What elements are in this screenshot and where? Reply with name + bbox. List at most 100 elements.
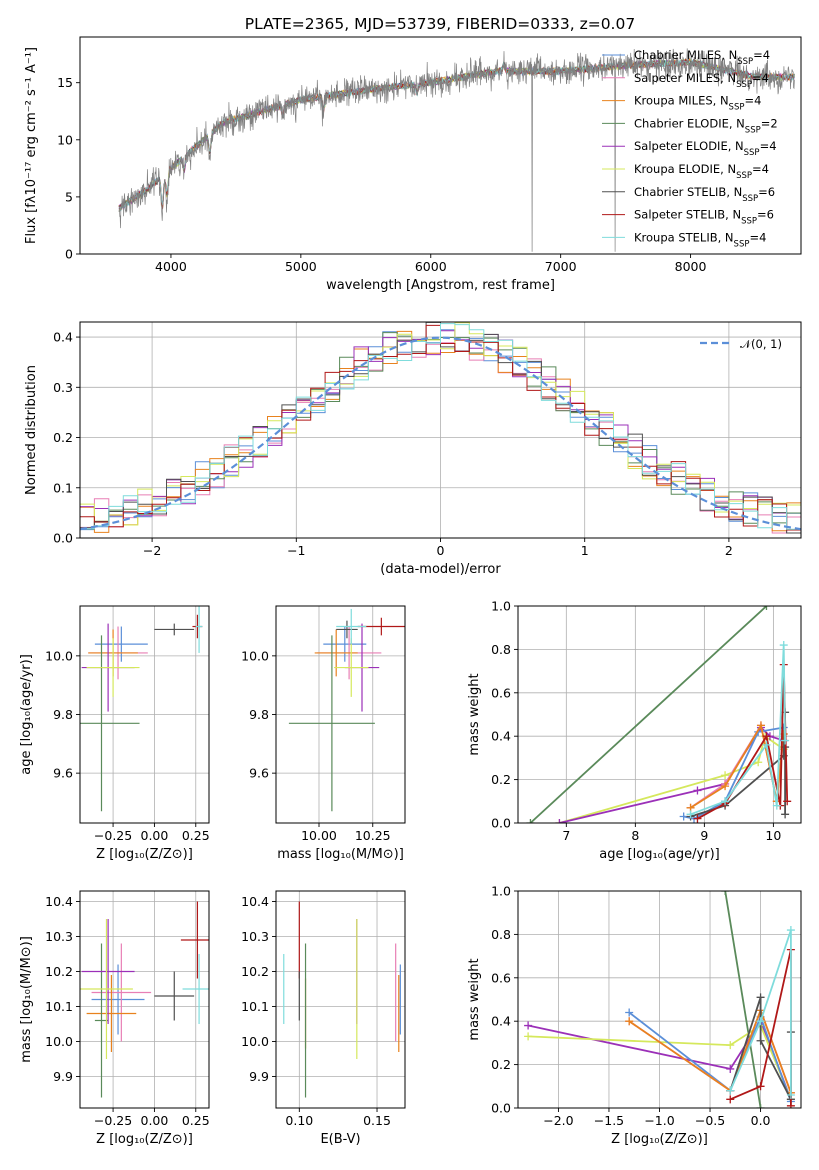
y-tick-label: 0.4 [491, 1014, 511, 1029]
series-marker [762, 606, 771, 610]
y-tick-label: 0.2 [491, 772, 511, 787]
series-marker [726, 1064, 735, 1073]
x-tick-label: 0.00 [141, 1113, 169, 1128]
y-tick-label: 0.2 [53, 430, 73, 445]
x-tick-label: −1.0 [644, 1113, 674, 1128]
ebv-mass-panel-plot-area [276, 891, 405, 1108]
series-marker [756, 1036, 765, 1045]
x-tick-label: 10 [765, 828, 781, 843]
x-tick-label: 1 [581, 543, 589, 558]
mass-age-panel-point-5 [334, 638, 369, 697]
mass-age-panel-point-3 [288, 635, 375, 812]
y-tick-label: 0.6 [491, 685, 511, 700]
series-line [628, 1007, 792, 1094]
age-weight-panel-series-chabrier_elodie [526, 606, 771, 823]
x-axis-label: wavelength [Angstrom, rest frame] [326, 278, 555, 293]
x-tick-label: 10.25 [355, 828, 391, 843]
series-marker [693, 786, 702, 795]
legend-entry-salpeter_elodie: Salpeter ELODIE, NSSP=4 [634, 139, 777, 158]
y-tick-label: 10.2 [45, 964, 73, 979]
series-line [729, 929, 792, 1095]
legend-entry-salpeter_miles: Salpeter MILES, NSSP=4 [634, 71, 769, 90]
series-marker [721, 771, 730, 780]
mass-age-panel-point-8 [336, 608, 367, 645]
x-tick-label: 6000 [415, 259, 447, 274]
series-line [528, 1024, 792, 1100]
normal-curve [80, 336, 801, 531]
y-tick-label: 10.0 [45, 648, 73, 663]
y-tick-label: 0.4 [491, 729, 511, 744]
series-marker [754, 758, 763, 767]
legend-entry-chabrier_elodie: Chabrier ELODIE, NSSP=2 [634, 116, 778, 135]
legend-entry-chabrier_miles: Chabrier MILES, NSSP=4 [634, 48, 770, 67]
y-tick-label: 10.4 [45, 894, 73, 909]
y-tick-label: 9.9 [53, 1069, 73, 1084]
ebv-mass-panel: 0.10 0.15 9.9 10.0 10.1 10.2 10.3 10.4 E(B-V) [241, 890, 406, 1147]
y-tick-label: 10.4 [241, 894, 269, 909]
z-weight-panel-series-kroupa_stelib [726, 926, 795, 1099]
z-mass-panel: −0.25 0.00 0.25 9.9 10.0 10.1 10.2 10.3 10.4 Z [l… [19, 890, 210, 1147]
residual-panel-plot-area [80, 322, 801, 538]
x-axis-label: Z [log₁₀(Z/Z⊙)] [96, 847, 193, 862]
x-axis-label: age [log₁₀(age/yr)] [599, 847, 720, 862]
series-marker [625, 1017, 634, 1026]
axes-frame [517, 605, 802, 824]
x-tick-label: 10.00 [301, 828, 337, 843]
series-marker [756, 1082, 765, 1091]
series-marker [756, 993, 765, 1002]
y-tick-label: 9.6 [249, 766, 269, 781]
x-tick-label: 0.0 [751, 1113, 771, 1128]
z-weight-panel: −2.0 −1.5 −1.0 −0.5 0.0 0.0 0.2 0.4 0.6 0.8 1.0 Z [… [467, 884, 802, 1147]
series-marker [762, 740, 771, 749]
mass-age-panel: 10.00 10.25 9.6 9.8 10.0 mass [log₁₀(M/M⊙)] [241, 605, 406, 862]
age-weight-panel-plot-area [518, 606, 801, 823]
spectrum-legend: Chabrier MILES, NSSP=4 Salpeter MILES, NS… [602, 48, 778, 249]
mass-age-panel-point-6 [336, 620, 358, 639]
series-marker [786, 1090, 795, 1099]
series-marker [756, 1017, 765, 1026]
spectrum-panel-plot-area [118, 48, 795, 252]
x-tick-label: −1.5 [594, 1113, 624, 1128]
series-marker [686, 810, 695, 819]
legend-entry-kroupa_elodie: Kroupa ELODIE, NSSP=4 [634, 162, 769, 181]
x-tick-label: 5000 [285, 259, 317, 274]
y-tick-label: 9.8 [249, 707, 269, 722]
y-tick-label: 10.3 [45, 929, 73, 944]
age-weight-panel-series-kroupa_stelib [686, 641, 790, 819]
legend-n: =6 [758, 185, 775, 199]
legend-label: Kroupa MILES, N [634, 94, 729, 108]
x-tick-label: −1 [287, 543, 305, 558]
legend-sub: SSP [734, 239, 750, 249]
x-tick-label: −0.25 [94, 828, 132, 843]
z-mass-panel-plot-area [80, 891, 209, 1108]
series-marker [555, 819, 564, 823]
x-tick-label: −0.25 [94, 1113, 132, 1128]
series-marker [524, 1032, 533, 1041]
age-weight-panel: 7 8 9 10 0.0 0.2 0.4 0.6 0.8 1.0 age [log₁₀(age/yr… [467, 599, 802, 862]
axes-frame [275, 890, 406, 1109]
legend-sub: SSP [742, 194, 758, 204]
series-marker [693, 814, 702, 823]
series-marker [779, 641, 788, 650]
y-tick-label: 10.0 [241, 648, 269, 663]
z-mass-panel-point-5 [80, 919, 133, 1059]
z-age-panel-point-8 [195, 606, 203, 653]
legend-entry-kroupa_stelib: Kroupa STELIB, NSSP=4 [634, 230, 766, 249]
legend-sub: SSP [729, 103, 745, 113]
x-tick-label: −2.0 [543, 1113, 573, 1128]
z-age-panel-plot-area [80, 606, 209, 823]
legend-label: Kroupa STELIB, N [634, 230, 734, 244]
series-marker [756, 721, 765, 730]
y-axis-label: Normed distribution [24, 365, 39, 495]
y-tick-label: 0.0 [491, 1101, 511, 1116]
legend-n: =4 [752, 162, 769, 176]
observed-spectrum [118, 48, 795, 252]
series-marker [762, 732, 771, 741]
x-tick-label: 4000 [155, 259, 187, 274]
legend-sub: SSP [745, 125, 761, 135]
spectrum-panel: Chabrier MILES, NSSP=4 Salpeter MILES, NS… [24, 36, 802, 293]
legend-sub: SSP [744, 148, 760, 158]
series-line [690, 645, 786, 816]
y-tick-label: 0.2 [491, 1057, 511, 1072]
